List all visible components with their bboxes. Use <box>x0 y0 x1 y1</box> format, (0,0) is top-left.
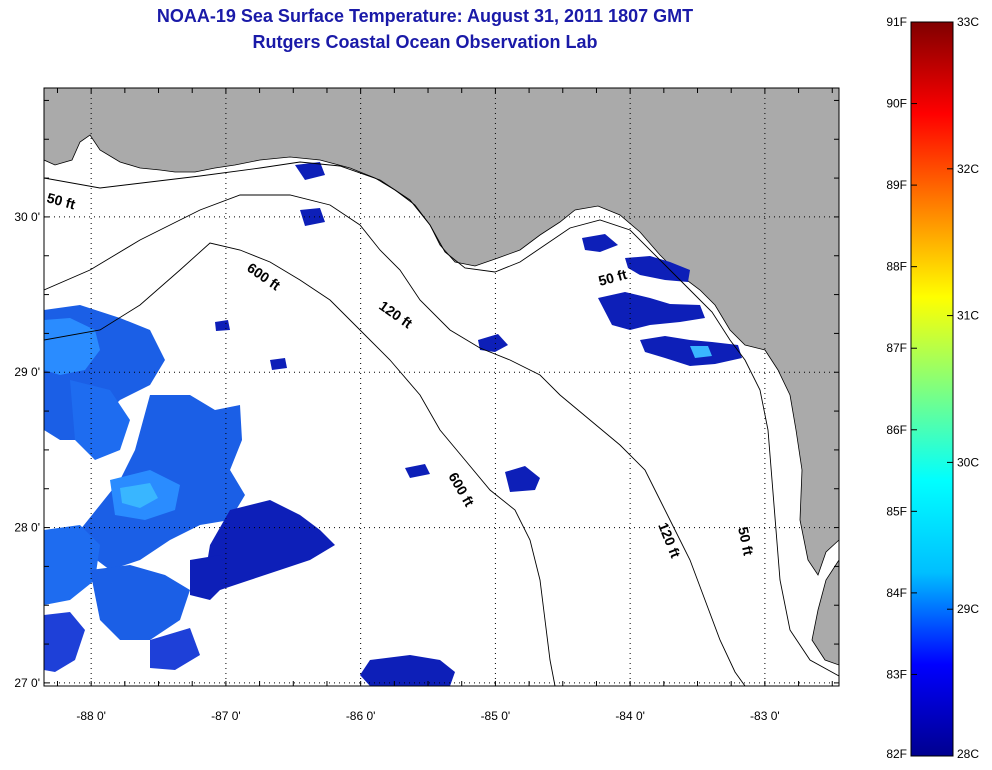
depth-label: 50 ft <box>45 189 77 212</box>
colorbar-f-label: 84F <box>886 586 907 600</box>
lon-tick-label: -86 0' <box>346 709 376 723</box>
lat-tick-label: 29 0' <box>14 365 40 379</box>
colorbar-f-label: 90F <box>886 97 907 111</box>
lon-tick-label: -83 0' <box>750 709 780 723</box>
colorbar-f-label: 85F <box>886 504 907 518</box>
colorbar-f-label: 91F <box>886 15 907 29</box>
colorbar-c-label: 30C <box>957 455 979 469</box>
depth-label: 50 ft <box>735 525 757 557</box>
lon-tick-label: -88 0' <box>76 709 106 723</box>
colorbar-c-label: 31C <box>957 309 979 323</box>
lat-tick-label: 27 0' <box>14 676 40 690</box>
lat-tick-label: 28 0' <box>14 521 40 535</box>
lon-tick-label: -87 0' <box>211 709 241 723</box>
colorbar-f-label: 89F <box>886 178 907 192</box>
lon-tick-label: -84 0' <box>615 709 645 723</box>
colorbar-c-label: 33C <box>957 15 979 29</box>
chart-subtitle: Rutgers Coastal Ocean Observation Lab <box>252 32 598 52</box>
colorbar-f-label: 88F <box>886 260 907 274</box>
colorbar-c-label: 28C <box>957 747 979 761</box>
land-area-peninsula <box>811 559 839 666</box>
chart-title: NOAA-19 Sea Surface Temperature: August … <box>156 6 694 26</box>
longitude-axis: -88 0' -87 0' -86 0' -85 0' -84 0' -83 0' <box>56 88 833 723</box>
colorbar-f-label: 83F <box>886 667 907 681</box>
colorbar-c-label: 29C <box>957 602 979 616</box>
colorbar-f-label: 86F <box>886 423 907 437</box>
latitude-axis: 30 0' 29 0' 28 0' 27 0' <box>14 99 839 690</box>
sst-patches <box>44 162 742 686</box>
map-frame <box>43 87 840 687</box>
lat-tick-label: 30 0' <box>14 210 40 224</box>
fahrenheit-labels: 91F 90F 89F 88F 87F 86F 85F 84F 83F 82F <box>886 15 917 761</box>
colorbar-scale <box>910 21 954 757</box>
colorbar-f-label: 87F <box>886 341 907 355</box>
depth-label: 50 ft <box>597 266 629 289</box>
celsius-labels: 33C 32C 31C 30C 29C 28C <box>947 15 979 761</box>
colorbar-c-label: 32C <box>957 162 979 176</box>
land-area <box>44 88 839 576</box>
colorbar-f-label: 82F <box>886 747 907 761</box>
lon-tick-label: -85 0' <box>481 709 511 723</box>
